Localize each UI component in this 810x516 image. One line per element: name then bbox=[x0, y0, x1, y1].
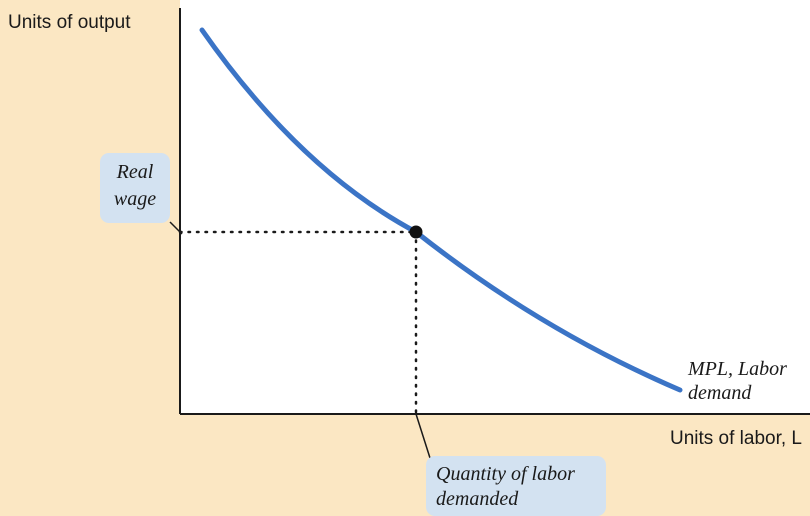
curve-label-line1: MPL, Labor bbox=[687, 358, 787, 380]
quantity-callout bbox=[426, 456, 606, 516]
x-axis-title: Units of labor, L bbox=[670, 428, 802, 449]
quantity-label-line1: Quantity of labor bbox=[436, 463, 575, 485]
quantity-label-line2: demanded bbox=[436, 488, 519, 510]
equilibrium-point bbox=[409, 225, 423, 239]
plot-area bbox=[180, 0, 810, 414]
curve-label-line2: demand bbox=[688, 382, 752, 404]
quantity-pointer bbox=[415, 413, 431, 459]
real-wage-pointer bbox=[169, 221, 183, 235]
y-axis-title: Units of output bbox=[8, 12, 131, 33]
real-wage-callout bbox=[100, 153, 170, 223]
real-wage-label-line2: wage bbox=[114, 188, 156, 210]
real-wage-label-line1: Real bbox=[116, 161, 154, 183]
